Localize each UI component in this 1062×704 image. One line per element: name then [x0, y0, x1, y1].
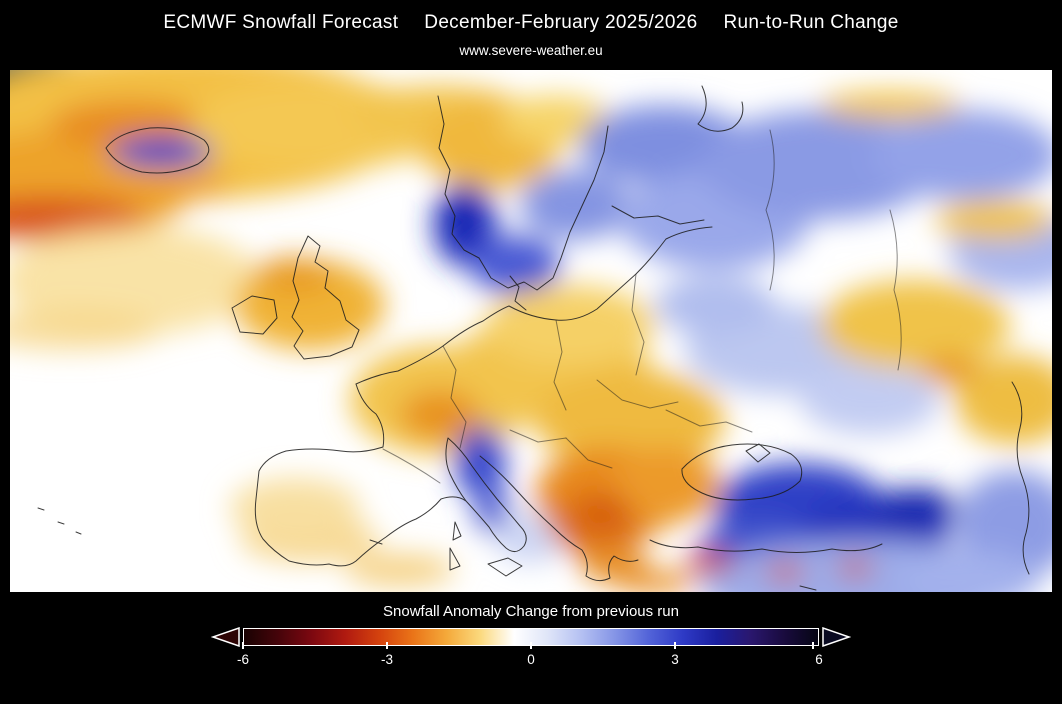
- colorbar-title: Snowfall Anomaly Change from previous ru…: [383, 603, 679, 620]
- colorbar-right-arrow-icon: [822, 627, 851, 647]
- colorbar: [0, 627, 1062, 649]
- source-url: www.severe-weather.eu: [459, 43, 603, 58]
- anomaly-map-svg: [10, 70, 1052, 592]
- tick-label: 3: [671, 652, 679, 667]
- page-title: ECMWF Snowfall Forecast December-Februar…: [0, 12, 1062, 34]
- tick-label: 6: [815, 652, 823, 667]
- colorbar-tick-labels: -6 -3 0 3 6: [237, 652, 823, 670]
- tick-label: -3: [380, 652, 394, 667]
- tick-label: 0: [527, 652, 535, 667]
- colorbar-left-arrow-icon: [211, 627, 240, 647]
- anomaly-field: [10, 70, 1052, 592]
- title-part-period: December-February 2025/2026: [424, 12, 698, 33]
- colorbar-tick-mark: [530, 642, 532, 649]
- colorbar-tick-mark: [242, 642, 244, 649]
- left-arrow-shape: [211, 627, 240, 647]
- colorbar-bar-wrap: [242, 628, 819, 649]
- title-part-product: ECMWF Snowfall Forecast: [163, 12, 399, 33]
- colorbar-tick-mark: [386, 642, 388, 649]
- colorbar-tick-mark: [674, 642, 676, 649]
- right-arrow-shape: [822, 627, 851, 647]
- tick-label: -6: [236, 652, 250, 667]
- forecast-map: [10, 70, 1052, 592]
- colorbar-tick-mark: [812, 642, 815, 649]
- title-part-type: Run-to-Run Change: [723, 12, 899, 33]
- coastlines: [37, 85, 1030, 591]
